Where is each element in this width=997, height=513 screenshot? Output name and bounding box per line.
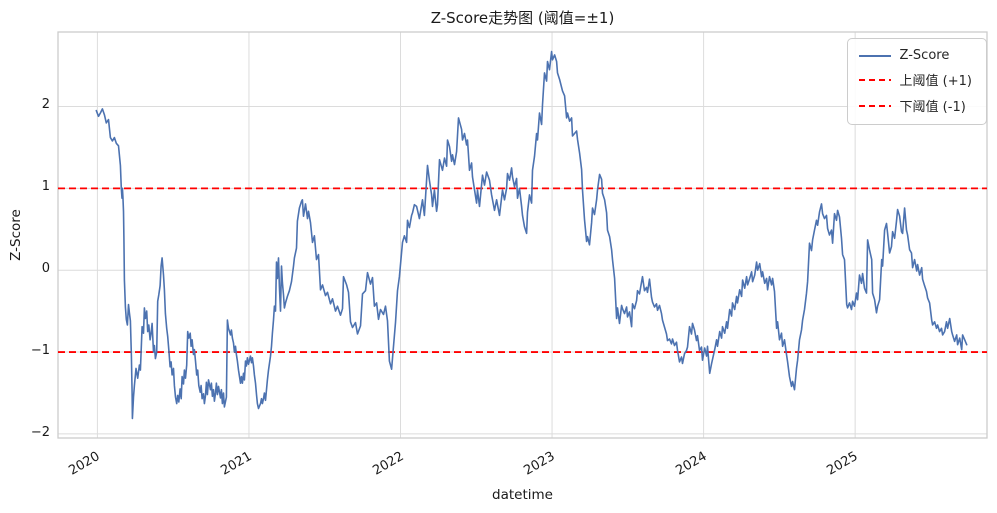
legend-entry: 下阈值 (-1) [858, 96, 972, 115]
legend-label: 上阈值 (+1) [899, 74, 972, 89]
chart-title: Z-Score走势图 (阈值=±1) [430, 9, 615, 27]
y-tick-label: 1 [41, 179, 50, 195]
legend-label: 下阈值 (-1) [899, 100, 966, 115]
y-tick-label: −2 [30, 424, 50, 440]
x-axis-label: datetime [492, 487, 553, 503]
zscore-line [95, 50, 968, 420]
legend-box: Z-Score 上阈值 (+1) 下阈值 (-1) [846, 38, 987, 125]
legend-line-sample [858, 54, 891, 57]
plot-border [57, 31, 988, 439]
legend-entry: 上阈值 (+1) [858, 70, 972, 89]
legend-entry: Z-Score [858, 48, 972, 63]
legend-line-sample [858, 104, 891, 107]
y-tick-label: 2 [41, 97, 50, 113]
y-tick-label: −1 [30, 343, 50, 359]
legend-line-sample [858, 78, 891, 81]
legend-label: Z-Score [899, 48, 950, 63]
y-tick-label: 0 [41, 261, 50, 277]
